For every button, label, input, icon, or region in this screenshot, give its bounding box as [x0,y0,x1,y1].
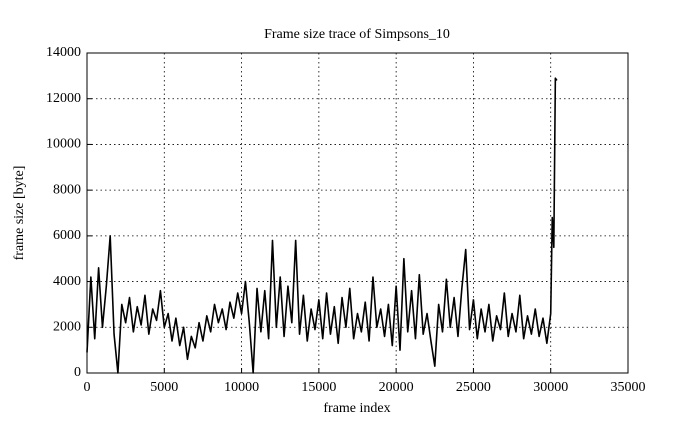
x-axis-label: frame index [323,401,390,416]
x-tick-label: 15000 [301,380,336,395]
y-tick-label: 12000 [46,91,81,106]
x-tick-label: 25000 [456,380,491,395]
x-tick-label: 35000 [611,380,646,395]
x-tick-label: 5000 [150,380,178,395]
y-tick-label: 0 [74,365,81,380]
data-line [86,77,558,374]
y-tick-label: 10000 [46,137,81,152]
y-tick-label: 6000 [53,228,81,243]
chart-title: Frame size trace of Simpsons_10 [264,27,450,42]
y-tick-label: 8000 [53,182,81,197]
plot-frame [86,52,629,374]
x-tick-label: 10000 [224,380,259,395]
x-tick-label: 30000 [533,380,568,395]
y-tick-label: 4000 [53,274,81,289]
y-tick-label: 14000 [46,45,81,60]
y-axis-label: frame size [byte] [12,166,27,261]
x-tick-label: 0 [84,380,91,395]
x-tick-label: 20000 [379,380,414,395]
y-tick-label: 2000 [53,320,81,335]
